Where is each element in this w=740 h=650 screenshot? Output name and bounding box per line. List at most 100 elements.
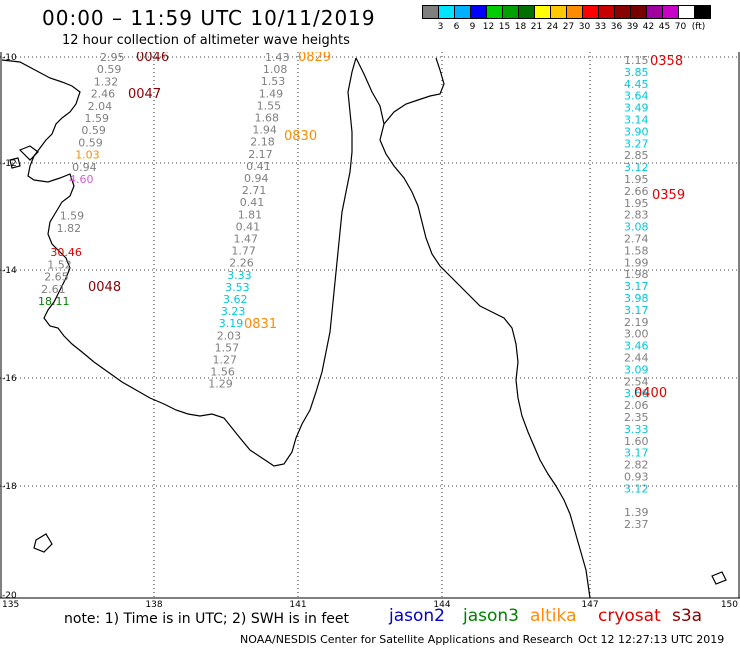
track-time-label: 0048 <box>88 280 121 295</box>
wave-height-value: 3.98 <box>624 292 649 305</box>
map-frame <box>0 52 740 599</box>
wave-height-value: 1.08 <box>263 63 288 76</box>
wave-height-value: 3.09 <box>624 363 649 376</box>
wave-height-value: 1.95 <box>624 173 649 186</box>
wave-height-value: 1.15 <box>624 54 649 67</box>
wave-height-value: 3.00 <box>624 328 649 341</box>
wave-height-value: 1.56 <box>210 366 235 379</box>
wave-height-value: 3.85 <box>624 66 649 79</box>
wave-height-value: 2.83 <box>624 209 649 222</box>
island-left-b <box>9 157 21 169</box>
wave-height-value: 1.60 <box>624 435 649 448</box>
wave-height-value: 3.17 <box>624 304 649 317</box>
wave-height-value: 3.14 <box>624 114 649 127</box>
wave-height-value: 1.49 <box>259 87 284 100</box>
longitude-label: 147 <box>581 600 598 607</box>
wave-height-value: 3.27 <box>624 137 649 150</box>
wave-height-value: 1.55 <box>257 99 282 112</box>
color-swatch <box>694 5 711 19</box>
wave-height-value: 2.26 <box>229 257 254 270</box>
wave-height-value: 2.54 <box>624 375 649 388</box>
legend-altika: altika <box>530 606 577 626</box>
wave-height-value: 1.68 <box>255 112 280 125</box>
wave-height-value: 3.33 <box>624 423 649 436</box>
wave-height-value: 2.18 <box>250 136 274 149</box>
wave-height-value: 2.35 <box>624 411 649 424</box>
wave-height-value: 1.27 <box>213 354 238 367</box>
wave-height-value: 3.33 <box>227 269 252 282</box>
color-scale-unit: (ft) <box>691 22 706 32</box>
color-scale-label: 33 <box>594 22 607 32</box>
latitude-label: -18 <box>2 482 17 492</box>
island-right <box>711 571 727 585</box>
color-scale-label: 39 <box>626 22 639 32</box>
color-scale-label: 18 <box>514 22 527 32</box>
color-swatch <box>582 5 599 19</box>
color-swatch <box>614 5 631 19</box>
wave-height-map: 2.950.591.322.462.041.590.590.591.030.94… <box>0 52 740 607</box>
wave-height-value: 1.82 <box>57 222 82 235</box>
graticule <box>0 52 740 598</box>
wave-height-value: 2.03 <box>217 329 242 342</box>
wave-height-value: 0.94 <box>244 172 269 185</box>
color-swatch <box>598 5 615 19</box>
track-time-label: 0358 <box>650 54 683 69</box>
color-scale-label: 30 <box>578 22 591 32</box>
wave-height-value: 2.44 <box>624 352 649 365</box>
wave-height-value: 2.17 <box>248 148 273 161</box>
color-scale-labels: 3 6 9 12 15 18 21 24 27 30 33 36 39 42 45 70 (ft) <box>432 22 710 32</box>
map-title: 00:00 – 11:59 UTC 10/11/2019 <box>42 6 376 30</box>
latitude-label: -20 <box>2 591 17 601</box>
color-scale-label: 9 <box>469 22 476 32</box>
wave-height-value: 3.12 <box>624 482 649 495</box>
color-swatch <box>470 5 487 19</box>
wave-height-value: 2.65 <box>44 271 68 284</box>
longitude-label: 138 <box>145 600 162 607</box>
wave-height-value: 2.74 <box>624 233 649 246</box>
coastline <box>1 57 727 599</box>
island-left-c <box>33 533 53 553</box>
color-scale-swatches <box>422 5 711 19</box>
wave-height-value: 1.81 <box>238 208 263 221</box>
legend-jason3: jason3 <box>463 606 519 626</box>
color-scale-label: 21 <box>530 22 543 32</box>
color-swatch <box>438 5 455 19</box>
wave-height-value: 0.94 <box>72 161 97 174</box>
wave-height-value: 3.08 <box>624 221 649 234</box>
color-scale-label: 70 <box>674 22 687 32</box>
coastline-cape-york-east <box>383 57 445 125</box>
wave-height-value: 1.47 <box>234 233 259 246</box>
color-scale-label: 27 <box>562 22 575 32</box>
color-scale-label: 24 <box>546 22 559 32</box>
wave-height-value: 1.98 <box>624 268 649 281</box>
wave-height-value: 3.19 <box>219 317 244 330</box>
wave-height-value: 1.39 <box>624 506 649 519</box>
track-time-label: 0831 <box>244 317 277 332</box>
color-swatch <box>566 5 583 19</box>
wave-height-value: 4.60 <box>69 173 94 186</box>
track-time-label: 0046 <box>136 52 169 65</box>
coastline-gulf-west <box>1 57 357 467</box>
longitude-label: 150 <box>721 600 738 607</box>
wave-height-value: 2.85 <box>624 149 649 162</box>
color-scale-label: 45 <box>658 22 671 32</box>
wave-height-value: 1.94 <box>252 124 277 137</box>
latitude-label: -10 <box>2 53 17 63</box>
track-time-label: 0359 <box>652 188 685 203</box>
wave-height-value: 30.46 <box>50 246 82 259</box>
track-time-label: 0830 <box>284 129 317 144</box>
coastline-cape-york <box>355 57 591 599</box>
wave-height-value: 2.82 <box>624 459 649 472</box>
generated-timestamp: Oct 12 12:27:13 UTC 2019 <box>578 633 725 646</box>
credit-line: NOAA/NESDIS Center for Satellite Applica… <box>240 633 574 646</box>
color-swatch <box>422 5 439 19</box>
wave-height-value: 2.95 <box>100 52 125 64</box>
track-time-label: 0829 <box>298 52 331 65</box>
map-subtitle: 12 hour collection of altimeter wave hei… <box>62 33 350 48</box>
wave-height-value: 3.66 <box>624 387 649 400</box>
wave-height-value: 0.59 <box>78 136 103 149</box>
color-swatch <box>630 5 647 19</box>
wave-height-value: 3.23 <box>221 305 246 318</box>
wave-height-value: 2.66 <box>624 185 649 198</box>
